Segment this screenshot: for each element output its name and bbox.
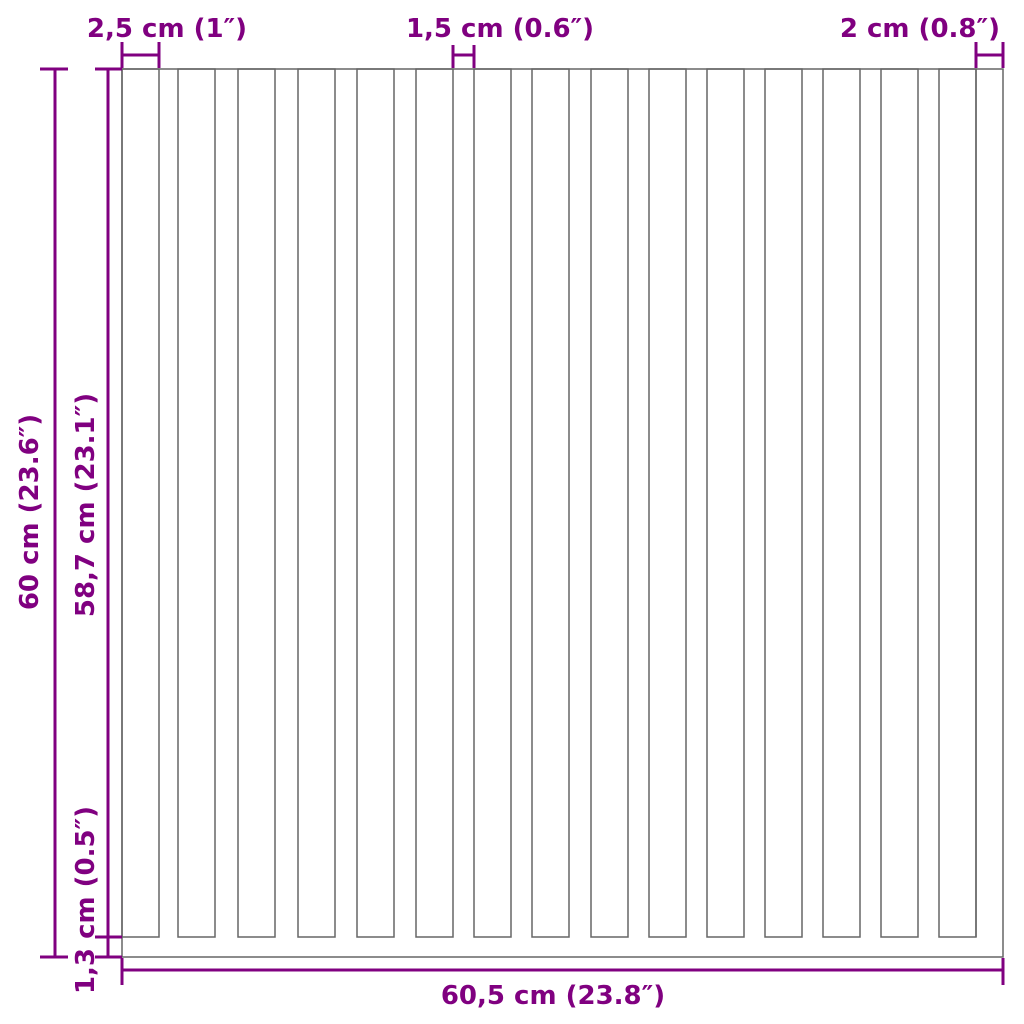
slat [121,68,160,938]
slat [648,68,687,938]
dimension-lines [40,42,1005,985]
edge-width-label: 2 cm (0.8″) [840,14,1000,44]
panel-border [121,68,1004,958]
slat [237,68,276,938]
slat [822,68,861,938]
slat [415,68,454,938]
gap-width-label: 1,5 cm (0.6″) [406,14,594,44]
slat [938,68,977,938]
slat [706,68,745,938]
total-height-label: 60 cm (23.6″) [15,414,45,610]
slat [356,68,395,938]
base-height-label: 1,3 cm (0.5″) [71,806,101,994]
slat [297,68,336,938]
slat [473,68,512,938]
slat [590,68,629,938]
slat [764,68,803,938]
slat-height-label: 58,7 cm (23.1″) [71,393,101,617]
total-width-label: 60,5 cm (23.8″) [441,981,665,1011]
slat [177,68,216,938]
slat [880,68,919,938]
panel-outline [121,68,1004,958]
slat-width-label: 2,5 cm (1″) [87,14,247,44]
slat [531,68,570,938]
